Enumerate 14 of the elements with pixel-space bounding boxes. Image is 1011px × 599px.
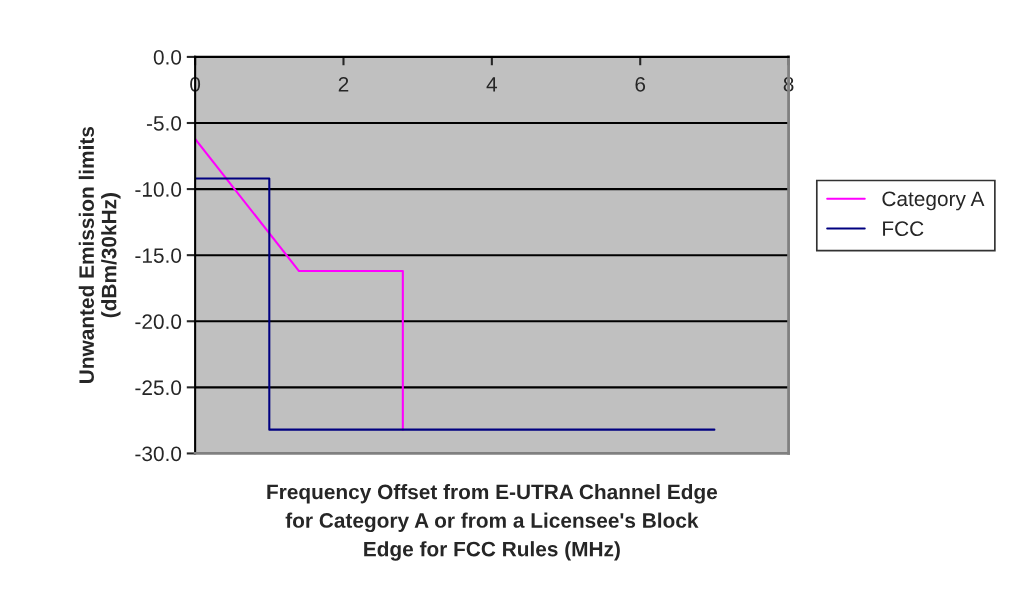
y-tick-label: -15.0 xyxy=(135,248,182,263)
x-axis-title: Frequency Offset from E-UTRA Channel Edge for Category A or from a Licensee's Block Edge for FCC Rules (MHz) xyxy=(267,484,718,561)
y-tick-label: -30.0 xyxy=(135,446,182,462)
y-tick-label: -20.0 xyxy=(135,314,182,330)
x-tick-label: 4 xyxy=(486,77,498,92)
y-tick-label: 0.0 xyxy=(153,49,182,65)
x-tick-label: 6 xyxy=(635,76,646,92)
y-tick-label: -10.0 xyxy=(135,182,182,197)
y-tick-label: -5.0 xyxy=(146,116,182,131)
y-tick-label: -25.0 xyxy=(135,380,182,396)
y-axis-title: Unwanted Emission limits (dBm/30kHz) xyxy=(78,126,121,383)
legend-label: FCC xyxy=(883,221,924,237)
x-tick-label: 2 xyxy=(338,76,349,92)
legend-label: Category A xyxy=(882,191,985,211)
